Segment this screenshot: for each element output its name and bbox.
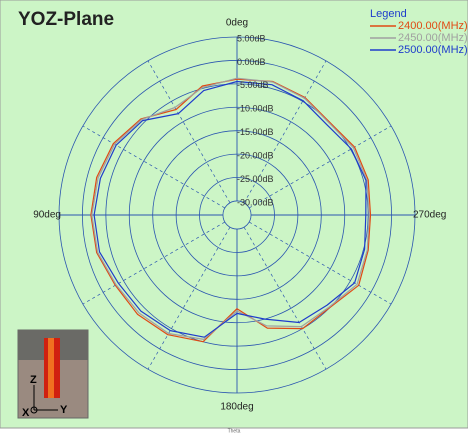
r-tick-label: 5.00dB bbox=[237, 33, 266, 43]
legend-title: Legend bbox=[370, 8, 407, 20]
theta-tick-label: 180deg bbox=[220, 402, 253, 413]
r-tick-label: -20.00dB bbox=[237, 150, 274, 160]
r-tick-label: 0.00dB bbox=[237, 57, 266, 67]
inset-photo bbox=[18, 330, 88, 418]
chart-title: YOZ-Plane bbox=[18, 9, 114, 30]
chart: YOZ-Plane Legend Theta Z X Y 0deg 90deg 18… bbox=[0, 0, 468, 435]
x-axis-label: Theta bbox=[228, 428, 241, 434]
r-tick-label: -25.00dB bbox=[237, 174, 274, 184]
legend-label: 2500.00(MHz) bbox=[398, 44, 468, 56]
theta-tick-label: 0deg bbox=[226, 18, 248, 29]
r-tick-label: -15.00dB bbox=[237, 127, 274, 137]
r-tick-label: -10.00dB bbox=[237, 104, 274, 114]
legend-label: 2450.00(MHz) bbox=[398, 32, 468, 44]
page: YOZ-Plane Legend Theta Z X Y 0deg 90deg 18… bbox=[0, 0, 468, 440]
r-tick-label: -5.00dB bbox=[237, 80, 269, 90]
r-tick-label: -30.00dB bbox=[237, 197, 274, 207]
legend-label: 2400.00(MHz) bbox=[398, 20, 468, 32]
inset-label: Z bbox=[30, 374, 37, 386]
theta-tick-label: 270deg bbox=[413, 210, 446, 221]
theta-tick-label: 90deg bbox=[33, 210, 61, 221]
inset-label: Y bbox=[60, 404, 68, 416]
inset-label: X bbox=[22, 407, 30, 419]
